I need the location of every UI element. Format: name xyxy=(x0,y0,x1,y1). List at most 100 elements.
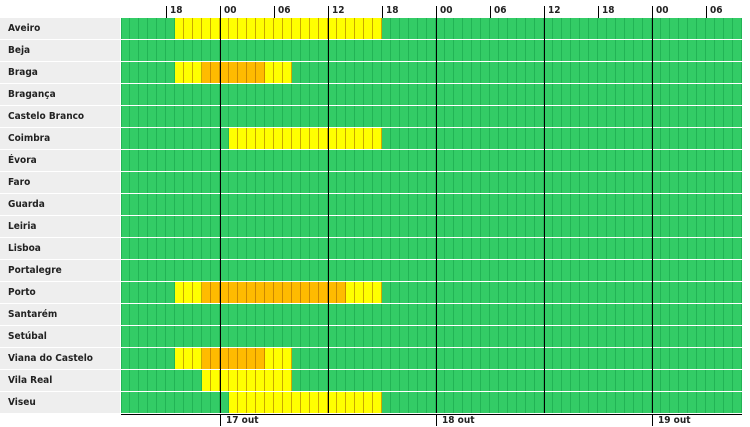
warning-cell-green[interactable] xyxy=(634,282,643,303)
warning-cell-green[interactable] xyxy=(364,348,373,369)
warning-cell-green[interactable] xyxy=(625,238,634,259)
warning-cell-green[interactable] xyxy=(679,128,688,149)
warning-cell-green[interactable] xyxy=(229,238,238,259)
warning-cell-green[interactable] xyxy=(193,172,202,193)
warning-cell-green[interactable] xyxy=(247,326,256,347)
warning-cell-green[interactable] xyxy=(517,216,526,237)
warning-cell-green[interactable] xyxy=(598,62,607,83)
warning-cell-green[interactable] xyxy=(643,172,652,193)
warning-cell-green[interactable] xyxy=(526,370,535,391)
warning-cell-green[interactable] xyxy=(256,238,265,259)
warning-cell-green[interactable] xyxy=(508,326,517,347)
warning-cell-green[interactable] xyxy=(733,40,742,61)
warning-cell-green[interactable] xyxy=(274,84,283,105)
warning-cell-green[interactable] xyxy=(238,106,247,127)
warning-cell-green[interactable] xyxy=(724,150,733,171)
warning-cell-green[interactable] xyxy=(220,260,229,281)
warning-cell-green[interactable] xyxy=(643,194,652,215)
warning-cell-green[interactable] xyxy=(481,370,490,391)
warning-cell-green[interactable] xyxy=(688,282,697,303)
warning-cell-green[interactable] xyxy=(544,194,553,215)
warning-cell-green[interactable] xyxy=(553,326,562,347)
warning-cell-green[interactable] xyxy=(436,370,445,391)
warning-cell-green[interactable] xyxy=(436,106,445,127)
warning-cell-green[interactable] xyxy=(517,62,526,83)
warning-cell-green[interactable] xyxy=(220,216,229,237)
warning-cell-green[interactable] xyxy=(283,260,292,281)
warning-cell-green[interactable] xyxy=(634,326,643,347)
warning-cell-green[interactable] xyxy=(274,106,283,127)
warning-cell-green[interactable] xyxy=(697,18,706,39)
warning-cell-green[interactable] xyxy=(391,326,400,347)
warning-cell-green[interactable] xyxy=(355,106,364,127)
warning-cell-yellow[interactable] xyxy=(211,18,220,39)
warning-cell-green[interactable] xyxy=(553,18,562,39)
warning-cell-green[interactable] xyxy=(616,216,625,237)
warning-cell-green[interactable] xyxy=(373,348,382,369)
warning-cell-yellow[interactable] xyxy=(355,392,364,413)
warning-cell-green[interactable] xyxy=(544,304,553,325)
warning-cell-green[interactable] xyxy=(508,150,517,171)
warning-cell-green[interactable] xyxy=(472,282,481,303)
warning-cell-green[interactable] xyxy=(697,216,706,237)
warning-cell-green[interactable] xyxy=(517,18,526,39)
warning-cell-green[interactable] xyxy=(157,348,166,369)
warning-cell-green[interactable] xyxy=(436,194,445,215)
warning-cell-green[interactable] xyxy=(445,18,454,39)
warning-cell-green[interactable] xyxy=(661,238,670,259)
warning-cell-green[interactable] xyxy=(292,150,301,171)
warning-cell-green[interactable] xyxy=(148,392,157,413)
warning-cell-green[interactable] xyxy=(364,238,373,259)
warning-cell-green[interactable] xyxy=(148,216,157,237)
warning-cell-green[interactable] xyxy=(445,172,454,193)
warning-cell-green[interactable] xyxy=(130,172,139,193)
warning-cell-green[interactable] xyxy=(427,326,436,347)
warning-cell-green[interactable] xyxy=(121,370,130,391)
warning-cell-green[interactable] xyxy=(733,326,742,347)
warning-cell-green[interactable] xyxy=(166,304,175,325)
warning-cell-green[interactable] xyxy=(706,348,715,369)
warning-cell-green[interactable] xyxy=(607,260,616,281)
warning-cell-green[interactable] xyxy=(346,106,355,127)
warning-cell-green[interactable] xyxy=(697,194,706,215)
warning-cell-orange[interactable] xyxy=(256,62,265,83)
warning-cell-green[interactable] xyxy=(571,128,580,149)
warning-cell-green[interactable] xyxy=(364,150,373,171)
warning-cell-green[interactable] xyxy=(436,18,445,39)
warning-cell-green[interactable] xyxy=(544,84,553,105)
warning-cell-green[interactable] xyxy=(499,238,508,259)
warning-cell-green[interactable] xyxy=(733,62,742,83)
warning-cell-green[interactable] xyxy=(238,326,247,347)
warning-cell-green[interactable] xyxy=(184,150,193,171)
warning-cell-green[interactable] xyxy=(337,106,346,127)
warning-cell-green[interactable] xyxy=(427,392,436,413)
warning-cell-green[interactable] xyxy=(643,18,652,39)
warning-cell-green[interactable] xyxy=(427,150,436,171)
warning-cell-green[interactable] xyxy=(274,150,283,171)
warning-cell-green[interactable] xyxy=(400,216,409,237)
warning-cell-green[interactable] xyxy=(652,282,661,303)
warning-cell-green[interactable] xyxy=(499,128,508,149)
warning-cell-green[interactable] xyxy=(598,84,607,105)
warning-cell-green[interactable] xyxy=(274,194,283,215)
warning-cell-green[interactable] xyxy=(436,216,445,237)
warning-cell-green[interactable] xyxy=(445,62,454,83)
warning-cell-green[interactable] xyxy=(553,194,562,215)
warning-cell-green[interactable] xyxy=(310,260,319,281)
warning-cell-green[interactable] xyxy=(301,40,310,61)
warning-cell-green[interactable] xyxy=(463,84,472,105)
warning-cell-green[interactable] xyxy=(490,282,499,303)
warning-cell-green[interactable] xyxy=(526,62,535,83)
warning-cell-green[interactable] xyxy=(166,260,175,281)
warning-cell-green[interactable] xyxy=(400,150,409,171)
warning-cell-green[interactable] xyxy=(571,282,580,303)
warning-cell-green[interactable] xyxy=(184,216,193,237)
warning-cell-green[interactable] xyxy=(373,194,382,215)
warning-cell-green[interactable] xyxy=(400,106,409,127)
warning-cell-green[interactable] xyxy=(463,106,472,127)
warning-cell-yellow[interactable] xyxy=(274,348,283,369)
warning-cell-green[interactable] xyxy=(274,260,283,281)
warning-cell-green[interactable] xyxy=(490,172,499,193)
warning-cell-green[interactable] xyxy=(436,128,445,149)
warning-cell-green[interactable] xyxy=(220,392,229,413)
